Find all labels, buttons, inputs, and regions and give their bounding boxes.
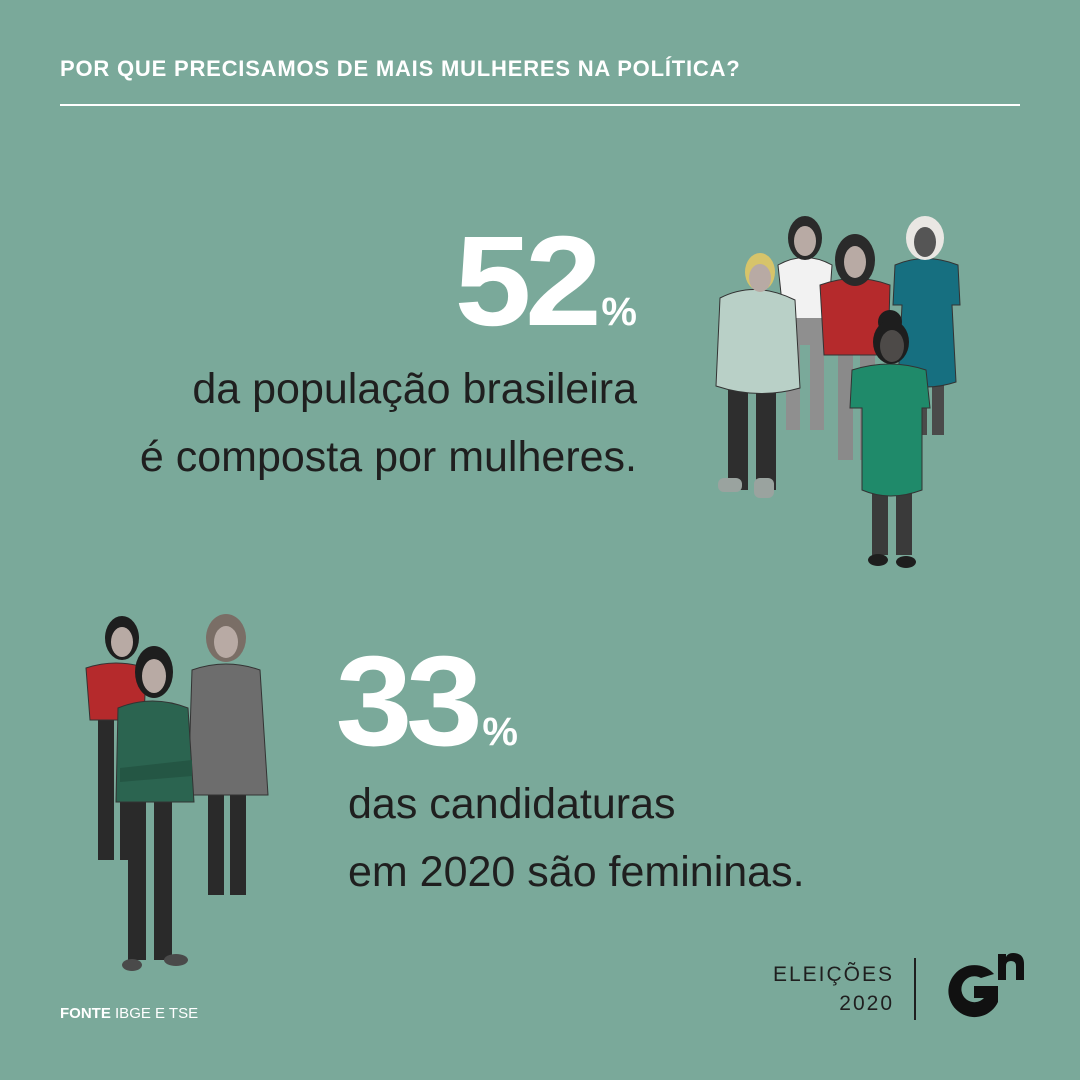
women-trio-illustration [85, 614, 269, 971]
brand-edition: ELEIÇÕES 2020 [773, 960, 894, 1018]
women-group-illustration [715, 216, 961, 568]
stat-description-line: é composta por mulheres. [139, 433, 637, 481]
source-text: IBGE E TSE [115, 1005, 199, 1022]
woman-dark-green-shirt-figure [115, 646, 195, 971]
woman-light-cardigan-figure [715, 253, 801, 498]
brand-edition-line: 2020 [839, 992, 894, 1015]
stat-value-women-population: 52% [455, 218, 637, 346]
stat-description-women-population: da população brasileira é composta por m… [140, 355, 637, 491]
page-title: POR QUE PRECISAMOS DE MAIS MULHERES NA P… [60, 56, 741, 81]
gn-logo [948, 953, 1024, 1018]
stat-percent-sign: % [482, 710, 518, 754]
woman-gray-coat-figure [187, 614, 269, 895]
stat-description-line: das candidaturas [348, 780, 676, 828]
source-note: FONTE IBGE E TSE [60, 1005, 198, 1022]
source-label: FONTE [60, 1005, 111, 1022]
stat-description-line: em 2020 são femininas. [348, 848, 805, 896]
brand-divider [914, 958, 916, 1020]
stat-description-line: da população brasileira [192, 365, 637, 413]
brand-edition-line: ELEIÇÕES [772, 963, 894, 986]
stat-percent-sign: % [601, 290, 637, 334]
woman-green-dress-figure [849, 310, 931, 568]
stat-number: 33 [335, 630, 483, 773]
stat-description-female-candidacies: das candidaturas em 2020 são femininas. [348, 770, 805, 906]
stat-value-female-candidacies: 33% [336, 638, 518, 766]
header-divider [60, 104, 1020, 106]
stat-number: 52 [454, 210, 602, 353]
